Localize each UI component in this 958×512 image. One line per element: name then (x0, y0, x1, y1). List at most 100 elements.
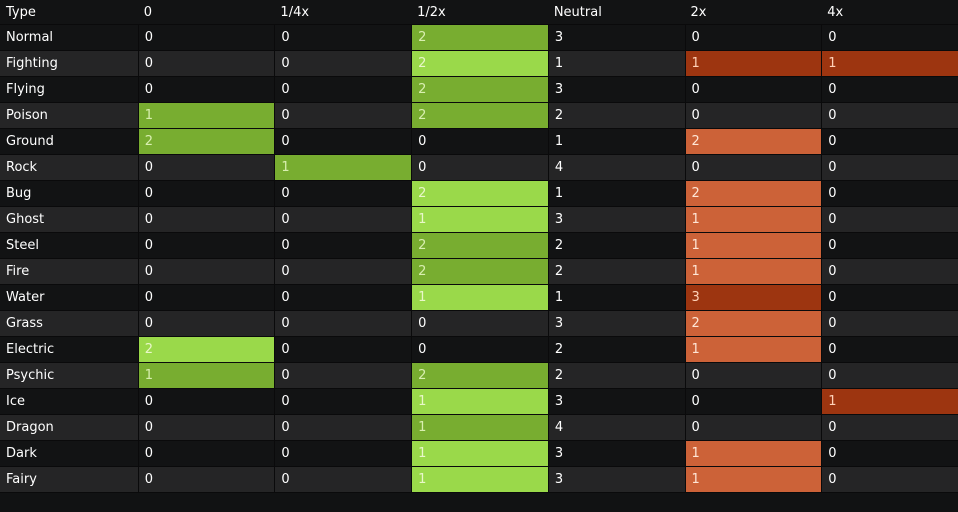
table-row: Ground 2 0 0 1 2 0 (0, 129, 958, 155)
cell-half-x: 2 (411, 233, 548, 259)
cell-0x: 0 (137, 311, 275, 337)
cell-quarter-x: 0 (274, 129, 412, 155)
table-row: Psychic 1 0 2 2 0 0 (0, 363, 958, 389)
cell-4x: 1 (821, 51, 958, 77)
cell-neutral: 3 (547, 467, 685, 493)
cell-half-x: 1 (411, 441, 548, 467)
cell-4x: 0 (821, 259, 958, 285)
cell-quarter-x: 1 (274, 155, 412, 181)
cell-2x: 3 (684, 285, 822, 311)
cell-2x: 0 (684, 25, 822, 51)
cell-4x: 0 (821, 467, 958, 493)
table-row: Ice 0 0 1 3 0 1 (0, 389, 958, 415)
cell-half-x: 0 (411, 337, 548, 363)
cell-4x: 0 (821, 77, 958, 103)
cell-0x: 0 (137, 415, 275, 441)
cell-half-x: 0 (411, 129, 548, 155)
type-label: Fire (0, 259, 138, 285)
table-row: Bug 0 0 2 1 2 0 (0, 181, 958, 207)
cell-0x: 0 (137, 77, 275, 103)
cell-2x: 0 (684, 389, 822, 415)
cell-neutral: 2 (547, 233, 685, 259)
cell-4x: 0 (821, 415, 958, 441)
cell-0x: 0 (137, 181, 275, 207)
cell-2x: 1 (684, 233, 822, 259)
cell-neutral: 2 (547, 363, 685, 389)
table-row: Poison 1 0 2 2 0 0 (0, 103, 958, 129)
table-row: Electric 2 0 0 2 1 0 (0, 337, 958, 363)
cell-quarter-x: 0 (274, 389, 412, 415)
table-row: Fighting 0 0 2 1 1 1 (0, 51, 958, 77)
cell-neutral: 2 (547, 259, 685, 285)
cell-quarter-x: 0 (274, 259, 412, 285)
header-2x: 2x (684, 0, 822, 25)
cell-0x: 0 (137, 51, 275, 77)
cell-4x: 0 (821, 207, 958, 233)
cell-quarter-x: 0 (274, 363, 412, 389)
cell-neutral: 3 (547, 389, 685, 415)
table-row: Dark 0 0 1 3 1 0 (0, 441, 958, 467)
type-label: Normal (0, 25, 138, 51)
cell-0x: 2 (137, 129, 275, 155)
type-label: Water (0, 285, 138, 311)
cell-half-x: 2 (411, 363, 548, 389)
cell-quarter-x: 0 (274, 103, 412, 129)
cell-quarter-x: 0 (274, 441, 412, 467)
header-type: Type (0, 0, 138, 25)
cell-0x: 0 (137, 25, 275, 51)
table-row: Ghost 0 0 1 3 1 0 (0, 207, 958, 233)
table-row: Normal 0 0 2 3 0 0 (0, 25, 958, 51)
cell-neutral: 3 (547, 311, 685, 337)
cell-neutral: 3 (547, 25, 685, 51)
cell-2x: 2 (684, 129, 822, 155)
cell-0x: 2 (137, 337, 275, 363)
cell-4x: 0 (821, 181, 958, 207)
cell-0x: 0 (137, 441, 275, 467)
cell-4x: 0 (821, 285, 958, 311)
cell-neutral: 3 (547, 441, 685, 467)
header-half-x: 1/2x (411, 0, 548, 25)
type-label: Ghost (0, 207, 138, 233)
cell-2x: 1 (684, 259, 822, 285)
cell-quarter-x: 0 (274, 467, 412, 493)
cell-half-x: 0 (411, 311, 548, 337)
cell-half-x: 1 (411, 467, 548, 493)
type-label: Steel (0, 233, 138, 259)
cell-2x: 1 (684, 51, 822, 77)
type-label: Bug (0, 181, 138, 207)
cell-0x: 1 (137, 363, 275, 389)
cell-2x: 1 (684, 441, 822, 467)
header-4x: 4x (821, 0, 958, 25)
cell-half-x: 1 (411, 285, 548, 311)
cell-2x: 0 (684, 77, 822, 103)
type-label: Grass (0, 311, 138, 337)
type-effectiveness-table: Type 0 1/4x 1/2x Neutral 2x 4x Normal 0 0 2… (0, 0, 958, 493)
cell-4x: 0 (821, 441, 958, 467)
cell-4x: 0 (821, 363, 958, 389)
table-row: Flying 0 0 2 3 0 0 (0, 77, 958, 103)
cell-neutral: 4 (547, 415, 685, 441)
cell-quarter-x: 0 (274, 77, 412, 103)
cell-2x: 0 (684, 155, 822, 181)
cell-0x: 1 (137, 103, 275, 129)
cell-quarter-x: 0 (274, 311, 412, 337)
table-row: Fairy 0 0 1 3 1 0 (0, 467, 958, 493)
type-label: Fighting (0, 51, 138, 77)
cell-4x: 0 (821, 155, 958, 181)
table-body: Normal 0 0 2 3 0 0 Fighting 0 0 2 1 1 1 Flying 0 0 2 3 0 0 Po… (0, 25, 958, 493)
cell-quarter-x: 0 (274, 25, 412, 51)
cell-neutral: 1 (547, 181, 685, 207)
cell-half-x: 1 (411, 415, 548, 441)
cell-2x: 1 (684, 207, 822, 233)
cell-half-x: 2 (411, 259, 548, 285)
header-0x: 0 (137, 0, 275, 25)
cell-2x: 1 (684, 337, 822, 363)
cell-0x: 0 (137, 207, 275, 233)
type-label: Flying (0, 77, 138, 103)
type-label: Ground (0, 129, 138, 155)
cell-half-x: 1 (411, 389, 548, 415)
cell-quarter-x: 0 (274, 181, 412, 207)
cell-neutral: 3 (547, 77, 685, 103)
cell-4x: 0 (821, 25, 958, 51)
cell-half-x: 2 (411, 103, 548, 129)
